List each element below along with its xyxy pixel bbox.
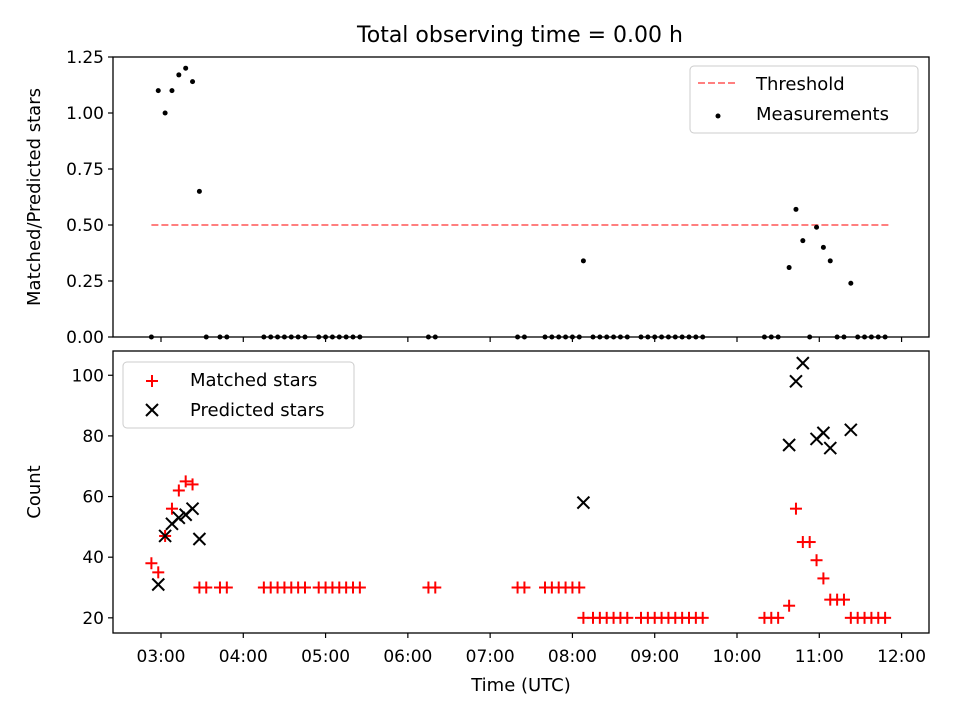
matched-star-point xyxy=(879,611,892,624)
measurement-point xyxy=(176,72,182,78)
matched-star-point xyxy=(783,599,796,612)
bottom-x-tick-label: 12:00 xyxy=(877,647,926,667)
predicted-star-point xyxy=(816,426,831,440)
bottom-x-tick-label: 07:00 xyxy=(466,647,515,667)
top-plot-marks xyxy=(148,65,891,340)
measurement-point xyxy=(190,79,196,85)
predicted-star-point xyxy=(789,374,803,389)
predicted-star-point xyxy=(158,529,172,543)
top-y-tick-label: 1.25 xyxy=(66,48,104,68)
measurement-point xyxy=(786,265,792,271)
predicted-star-point xyxy=(192,532,207,546)
matched-star-point xyxy=(573,581,586,594)
legend-matched-label: Matched stars xyxy=(190,370,317,391)
matched-star-point xyxy=(220,581,233,594)
top-y-axis-label: Matched/Predicted stars xyxy=(24,88,45,306)
bottom-y-tick-label: 80 xyxy=(82,427,104,447)
matched-star-point xyxy=(172,484,185,497)
matched-star-point xyxy=(429,581,442,594)
bottom-x-tick-label: 04:00 xyxy=(219,647,268,667)
top-legend-box xyxy=(689,65,919,134)
legend-predicted-swatch xyxy=(145,403,159,417)
matched-star-point xyxy=(810,554,823,567)
top-x-ticks xyxy=(160,337,903,342)
matched-star-point xyxy=(353,581,366,594)
bottom-y-ticks: 20 40 60 80 100 xyxy=(72,366,113,629)
bottom-x-ticks: 03:00 04:00 05:00 06:00 07:00 08:00 09:00 10:00… xyxy=(137,633,926,667)
bottom-x-tick-label: 09:00 xyxy=(630,647,679,667)
matched-star-point xyxy=(817,572,830,585)
bottom-x-tick-label: 05:00 xyxy=(301,647,350,667)
matched-star-point xyxy=(200,581,213,594)
predicted-star-point xyxy=(844,423,858,437)
bottom-y-tick-label: 20 xyxy=(82,609,104,629)
predicted-star-point xyxy=(172,511,186,525)
predicted-star-point xyxy=(576,495,591,510)
matched-star-point xyxy=(179,475,192,488)
top-panel: 0.00 0.25 0.50 0.75 1.00 1.25 Matched/Predict… xyxy=(24,48,930,348)
matched-star-point xyxy=(837,593,850,606)
measurement-point xyxy=(155,88,161,94)
measurement-point xyxy=(183,65,189,71)
predicted-star-point xyxy=(823,441,837,455)
predicted-star-point xyxy=(782,438,796,452)
top-y-tick-label: 0.75 xyxy=(66,160,104,180)
bottom-y-axis-label: Count xyxy=(24,465,45,518)
top-axes-frame xyxy=(112,56,930,338)
bottom-x-tick-label: 08:00 xyxy=(548,647,597,667)
top-y-tick-label: 1.00 xyxy=(66,104,104,124)
bottom-x-tick-label: 10:00 xyxy=(713,647,762,667)
predicted-star-point xyxy=(185,501,200,516)
bottom-panel: 20 40 60 80 100 03:00 04:00 05:00 06:00 07:00 08:… xyxy=(24,350,930,696)
bottom-y-tick-label: 60 xyxy=(82,488,104,508)
measurement-point xyxy=(162,110,168,116)
matched-star-point xyxy=(152,566,165,579)
bottom-x-tick-label: 06:00 xyxy=(383,647,432,667)
matched-star-point xyxy=(145,557,158,570)
matched-star-point xyxy=(621,611,634,624)
matched-star-point xyxy=(696,611,709,624)
chart-title: Total observing time = 0.00 h xyxy=(356,23,683,48)
bottom-y-tick-label: 40 xyxy=(82,548,104,568)
top-y-ticks: 0.00 0.25 0.50 0.75 1.00 1.25 xyxy=(66,48,113,348)
measurement-point xyxy=(169,88,175,94)
measurement-point xyxy=(820,244,826,250)
bottom-x-tick-label: 03:00 xyxy=(137,647,186,667)
bottom-x-tick-label: 11:00 xyxy=(795,647,844,667)
legend-predicted-label: Predicted stars xyxy=(190,400,324,421)
matched-star-point xyxy=(789,502,802,515)
top-y-tick-label: 0.00 xyxy=(66,328,104,348)
measurement-point xyxy=(196,188,202,194)
measurement-point xyxy=(814,224,820,230)
bottom-plot-marks xyxy=(145,356,892,624)
bottom-y-tick-label: 100 xyxy=(72,366,104,386)
matched-star-point xyxy=(299,581,311,594)
bottom-legend-box xyxy=(122,361,355,429)
matched-star-point xyxy=(803,536,816,549)
x-axis-label: Time (UTC) xyxy=(470,675,571,696)
matched-star-point xyxy=(165,502,178,515)
top-legend: Threshold Measurements xyxy=(689,65,919,134)
predicted-star-point xyxy=(796,356,810,370)
measurement-point xyxy=(827,258,833,264)
measurement-point xyxy=(793,206,799,212)
predicted-star-point xyxy=(151,577,165,592)
legend-threshold-label: Threshold xyxy=(755,74,845,95)
top-y-tick-label: 0.50 xyxy=(66,216,104,236)
legend-measurements-label: Measurements xyxy=(756,104,889,125)
legend-measurements-swatch xyxy=(715,113,721,119)
measurement-point xyxy=(580,258,586,264)
bottom-axes-frame xyxy=(112,350,930,634)
bottom-legend: Matched stars Predicted stars xyxy=(122,361,355,429)
measurement-point xyxy=(848,280,854,286)
top-y-tick-label: 0.25 xyxy=(66,272,104,292)
matched-star-point xyxy=(518,581,531,594)
legend-matched-swatch xyxy=(146,375,158,387)
matched-star-point xyxy=(186,478,199,491)
matched-star-point xyxy=(772,611,785,624)
measurement-point xyxy=(800,238,806,244)
